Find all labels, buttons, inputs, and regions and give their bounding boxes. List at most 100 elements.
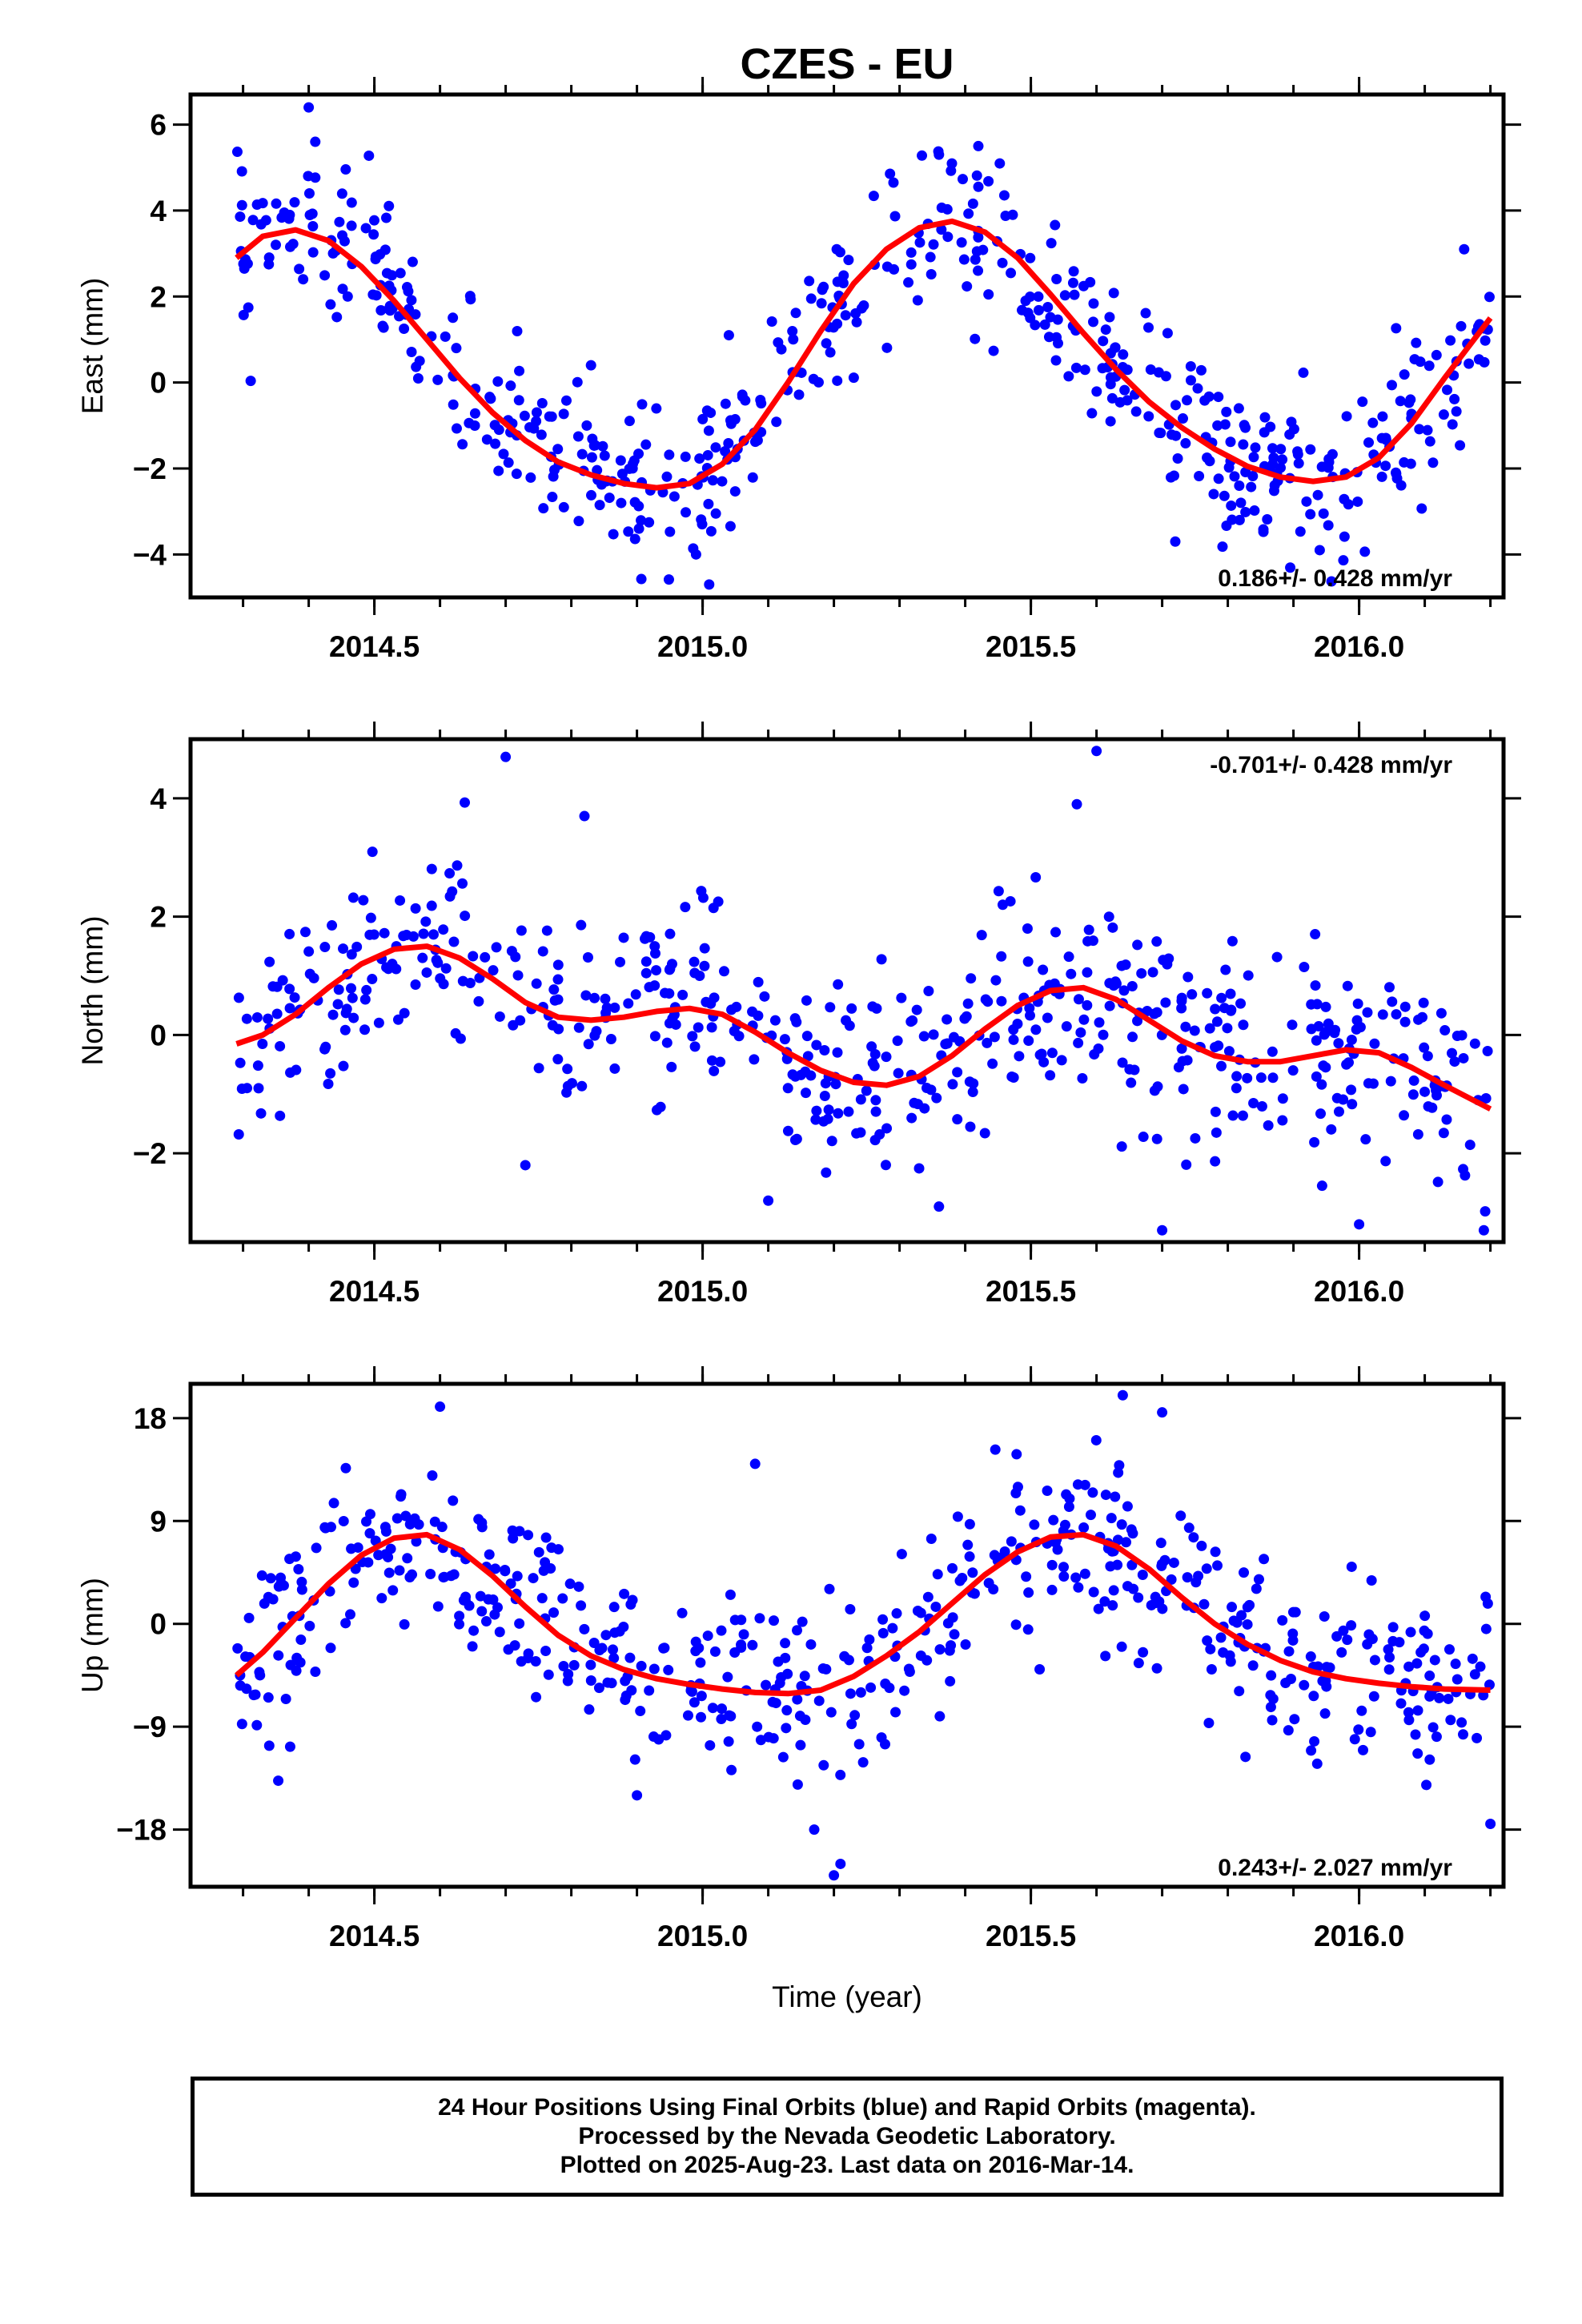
data-point bbox=[609, 1627, 620, 1638]
data-point bbox=[259, 1598, 270, 1609]
data-point bbox=[723, 437, 734, 448]
data-point bbox=[552, 1544, 564, 1555]
data-point bbox=[426, 900, 437, 911]
data-point bbox=[947, 1562, 958, 1574]
data-point bbox=[825, 1707, 837, 1718]
data-point bbox=[271, 198, 282, 209]
data-point bbox=[263, 1740, 275, 1751]
data-point bbox=[840, 310, 851, 321]
data-point bbox=[531, 407, 542, 418]
data-point bbox=[729, 1614, 741, 1626]
data-point-outlier bbox=[500, 751, 512, 762]
data-point bbox=[1042, 301, 1054, 312]
data-point bbox=[1122, 1501, 1133, 1512]
data-point bbox=[325, 1068, 336, 1079]
data-point bbox=[1417, 1011, 1428, 1023]
data-point bbox=[303, 187, 315, 199]
data-point bbox=[866, 1041, 877, 1052]
data-point bbox=[1482, 1598, 1493, 1609]
data-point bbox=[681, 507, 692, 518]
data-point bbox=[917, 150, 928, 161]
data-point bbox=[480, 951, 491, 963]
data-point bbox=[952, 1511, 963, 1522]
data-point bbox=[1408, 1075, 1419, 1086]
data-point bbox=[1182, 395, 1193, 406]
data-point bbox=[819, 1044, 830, 1055]
data-point bbox=[251, 1011, 263, 1023]
data-point bbox=[952, 1114, 963, 1125]
data-point-outlier bbox=[1157, 1407, 1168, 1418]
data-point bbox=[1323, 462, 1334, 473]
data-point bbox=[870, 1095, 881, 1106]
data-point bbox=[1380, 1156, 1391, 1167]
data-point bbox=[1424, 1691, 1435, 1702]
data-point bbox=[476, 1606, 488, 1617]
data-point bbox=[235, 211, 246, 223]
data-point bbox=[1006, 1536, 1017, 1547]
data-point bbox=[348, 1577, 359, 1588]
data-point bbox=[615, 956, 626, 967]
data-point bbox=[1319, 1708, 1331, 1719]
data-point bbox=[238, 309, 249, 320]
data-point bbox=[1202, 987, 1213, 999]
data-point bbox=[841, 1015, 852, 1026]
data-point bbox=[1455, 440, 1466, 451]
data-point bbox=[1424, 1671, 1435, 1682]
data-point bbox=[1067, 277, 1078, 288]
x-tick-label: 2016.0 bbox=[1314, 630, 1404, 663]
data-point bbox=[699, 960, 710, 971]
data-point bbox=[1306, 1023, 1317, 1035]
data-point bbox=[285, 1067, 296, 1078]
data-point bbox=[1079, 1568, 1090, 1579]
data-point bbox=[457, 878, 468, 889]
data-point bbox=[1087, 935, 1098, 947]
data-point bbox=[457, 975, 468, 987]
data-point bbox=[664, 988, 675, 999]
data-point bbox=[1220, 964, 1231, 975]
data-point bbox=[260, 215, 271, 226]
scatter-points bbox=[233, 746, 1493, 1236]
data-point bbox=[257, 1039, 268, 1050]
data-point bbox=[1221, 521, 1232, 532]
data-point bbox=[480, 1616, 492, 1627]
data-point bbox=[1414, 424, 1425, 435]
data-point bbox=[942, 1038, 953, 1049]
data-point-outlier bbox=[585, 360, 596, 371]
data-point bbox=[289, 992, 300, 1003]
data-point bbox=[819, 1090, 830, 1101]
data-point bbox=[697, 519, 708, 530]
data-point bbox=[1305, 509, 1316, 520]
data-point bbox=[753, 976, 764, 987]
data-point bbox=[284, 983, 295, 995]
data-point bbox=[651, 965, 662, 976]
data-point bbox=[594, 500, 605, 511]
data-point bbox=[1138, 1132, 1149, 1143]
data-point bbox=[1059, 290, 1070, 301]
data-point bbox=[1215, 1632, 1227, 1643]
data-point bbox=[493, 424, 504, 436]
data-point bbox=[412, 372, 424, 384]
data-point bbox=[967, 198, 978, 209]
data-point bbox=[1377, 1009, 1388, 1020]
data-point bbox=[979, 1128, 990, 1139]
data-point bbox=[1363, 437, 1375, 448]
data-point bbox=[846, 1719, 857, 1730]
data-point bbox=[367, 846, 378, 858]
data-point bbox=[821, 1167, 832, 1178]
data-point bbox=[370, 251, 381, 263]
x-tick-label: 2015.5 bbox=[986, 630, 1076, 663]
data-point bbox=[978, 244, 989, 255]
data-point bbox=[600, 993, 611, 1004]
data-point bbox=[1427, 1102, 1438, 1113]
data-point bbox=[644, 1685, 655, 1696]
data-point bbox=[1210, 1546, 1221, 1558]
data-point bbox=[536, 1593, 548, 1604]
data-point bbox=[275, 1572, 287, 1583]
data-point bbox=[548, 471, 559, 482]
scatter-points bbox=[231, 102, 1495, 590]
data-point bbox=[1082, 967, 1093, 978]
data-point bbox=[623, 998, 634, 1009]
data-point bbox=[364, 1528, 375, 1539]
data-point bbox=[243, 1612, 255, 1623]
data-point bbox=[923, 985, 934, 996]
